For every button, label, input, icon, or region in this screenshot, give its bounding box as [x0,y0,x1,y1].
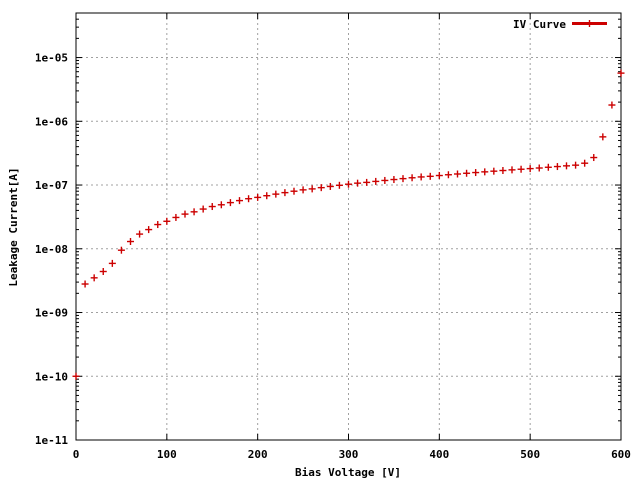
data-point [590,154,598,162]
data-point [463,169,471,177]
data-point [572,161,580,169]
data-point [117,246,125,254]
data-point [417,173,425,181]
data-point [136,230,144,238]
data-point [254,193,262,201]
data-point [499,167,507,175]
data-point [217,201,225,209]
x-tick-label: 200 [248,448,268,461]
data-point [599,133,607,141]
x-tick-label: 300 [339,448,359,461]
y-tick-label: 1e-10 [35,370,68,383]
data-point [526,165,534,173]
data-point [544,163,552,171]
data-point [563,162,570,170]
data-layer [72,69,625,380]
x-tick-label: 600 [611,448,631,461]
data-point [363,178,371,186]
data-point [354,179,362,187]
data-point [72,372,80,380]
data-point [535,164,543,172]
data-point [263,192,271,200]
data-point [127,238,134,246]
data-point [236,197,243,205]
data-point [472,169,480,177]
data-point [308,185,316,193]
legend-marker-iv-curve [586,20,593,27]
data-point [145,226,153,234]
y-tick-label: 1e-05 [35,52,68,65]
data-point [154,221,162,229]
data-point [317,184,325,192]
y-tick-label: 1e-09 [35,307,68,320]
data-point [454,170,461,178]
y-axis-label: Leakage Current[A] [7,167,20,286]
data-point [190,208,198,216]
x-tick-label: 100 [157,448,177,461]
data-point [199,205,207,213]
data-point [326,182,334,190]
data-point [99,268,107,276]
data-point [272,190,280,198]
data-point [208,203,216,211]
tick-layer: 0 100 200 300 400 500 600 1e-11 1e-10 1e-09 1e-08 1… [35,13,631,461]
data-point [108,259,116,267]
data-point [290,187,298,195]
data-point [335,181,343,189]
x-tick-label: 400 [429,448,449,461]
legend: IV Curve [513,18,607,31]
data-point [90,274,98,282]
data-point [426,172,434,180]
data-point [481,168,489,176]
data-point [617,69,625,77]
data-point [408,174,416,182]
y-tick-label: 1e-11 [35,434,68,447]
data-point [226,199,234,207]
data-point [372,177,380,185]
x-tick-label: 0 [73,448,80,461]
y-tick-label: 1e-06 [35,115,68,128]
grid-layer [76,13,621,440]
data-point [381,176,389,184]
data-point [163,217,171,225]
data-point [81,280,89,288]
data-point [181,210,189,218]
data-point [281,189,289,197]
data-point [345,180,352,188]
data-point [490,167,498,175]
legend-label-iv-curve: IV Curve [513,18,566,31]
data-point [399,175,407,183]
data-point [172,213,180,221]
data-point [608,101,616,109]
data-point [435,172,443,180]
data-point [245,195,253,203]
data-point [508,166,516,174]
data-point [553,163,561,171]
x-axis-label: Bias Voltage [V] [295,466,401,479]
data-point [444,171,452,179]
data-point [517,165,525,173]
data-point [299,186,307,194]
data-point [581,159,589,167]
y-tick-label: 1e-08 [35,243,68,256]
y-tick-label: 1e-07 [35,179,68,192]
data-point [390,176,398,184]
x-tick-label: 500 [520,448,540,461]
